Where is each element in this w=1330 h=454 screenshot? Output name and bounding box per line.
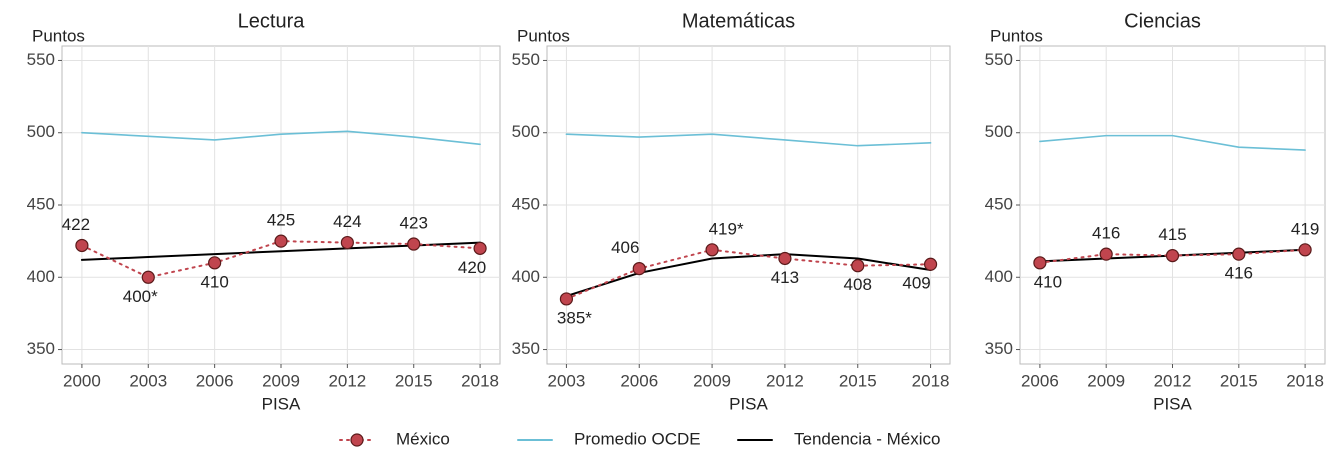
y-tick-label: 500	[985, 122, 1013, 141]
x-tick-label: 2006	[620, 371, 658, 390]
data-point	[923, 257, 938, 271]
x-tick-label: 2003	[548, 371, 586, 390]
data-point	[1033, 256, 1047, 270]
y-tick-label: 450	[985, 194, 1013, 213]
x-tick-label: 2012	[766, 371, 804, 390]
data-point	[851, 259, 865, 273]
data-label: 423	[400, 214, 428, 233]
y-tick-label: 350	[512, 339, 540, 358]
x-axis-label: PISA	[1153, 394, 1192, 413]
chart-title: Ciencias	[1124, 10, 1201, 32]
y-tick-label: 550	[985, 50, 1013, 69]
y-tick-label: 400	[985, 267, 1013, 286]
x-tick-label: 2015	[839, 371, 877, 390]
chart-title: Matemáticas	[682, 10, 795, 32]
y-axis-label: Puntos	[32, 26, 85, 45]
y-axis-label: Puntos	[990, 26, 1043, 45]
data-label: 422	[62, 215, 90, 234]
x-axis-label: PISA	[729, 394, 768, 413]
y-tick-label: 450	[27, 194, 55, 213]
x-tick-label: 2018	[1286, 371, 1324, 390]
y-tick-label: 500	[512, 122, 540, 141]
data-label: 413	[771, 268, 799, 287]
legend-label: México	[396, 429, 450, 448]
data-label: 424	[333, 212, 361, 231]
y-tick-label: 450	[512, 194, 540, 213]
data-point	[141, 270, 155, 284]
x-tick-label: 2018	[912, 371, 950, 390]
data-label: 419*	[709, 219, 744, 238]
series-line	[565, 248, 932, 300]
x-tick-label: 2009	[262, 371, 300, 390]
y-tick-label: 350	[985, 339, 1013, 358]
x-tick-label: 2009	[693, 371, 731, 390]
legend-label: Promedio OCDE	[574, 429, 701, 448]
x-tick-label: 2012	[1154, 371, 1192, 390]
data-point	[75, 238, 89, 253]
data-point	[274, 234, 288, 248]
x-axis-label: PISA	[262, 394, 301, 413]
chart-title: Lectura	[238, 10, 306, 32]
x-tick-label: 2015	[1220, 371, 1258, 390]
y-tick-label: 400	[27, 267, 55, 286]
x-tick-label: 2015	[395, 371, 433, 390]
data-point	[1298, 243, 1312, 257]
series-line	[81, 130, 481, 146]
data-label: 410	[1034, 272, 1062, 291]
data-point	[208, 256, 222, 270]
data-point	[778, 251, 792, 266]
data-label: 408	[844, 275, 872, 294]
y-tick-label: 350	[27, 339, 55, 358]
data-label: 415	[1158, 225, 1186, 244]
data-point	[1099, 247, 1113, 261]
x-tick-label: 2009	[1087, 371, 1125, 390]
data-label: 425	[267, 211, 295, 230]
data-label: 385*	[557, 308, 592, 327]
y-tick-label: 400	[512, 267, 540, 286]
y-axis-label: Puntos	[517, 26, 570, 45]
x-tick-label: 2018	[461, 371, 499, 390]
series-line	[565, 253, 932, 298]
data-point	[1165, 248, 1180, 263]
x-tick-label: 2012	[328, 371, 366, 390]
data-point	[705, 243, 719, 257]
data-label: 410	[200, 272, 228, 291]
data-label: 419	[1291, 219, 1319, 238]
x-tick-label: 2006	[196, 371, 234, 390]
data-point	[632, 262, 646, 276]
data-label: 409	[902, 274, 930, 293]
legend-label: Tendencia - México	[794, 429, 940, 448]
data-label: 400*	[123, 287, 158, 306]
x-tick-label: 2000	[63, 371, 101, 390]
data-point	[407, 237, 421, 251]
data-point	[473, 241, 487, 255]
x-tick-label: 2003	[129, 371, 167, 390]
y-tick-label: 550	[27, 50, 55, 69]
data-label: 416	[1225, 264, 1253, 283]
data-point	[559, 292, 574, 306]
y-tick-label: 500	[27, 122, 55, 141]
legend-marker	[350, 433, 364, 447]
data-label: 406	[611, 238, 639, 257]
data-label: 416	[1092, 224, 1120, 243]
data-point	[1232, 247, 1246, 261]
y-tick-label: 550	[512, 50, 540, 69]
x-tick-label: 2006	[1021, 371, 1059, 390]
series-line	[1039, 134, 1306, 151]
data-label: 420	[458, 258, 486, 277]
series-line	[565, 133, 932, 147]
data-point	[340, 235, 354, 250]
